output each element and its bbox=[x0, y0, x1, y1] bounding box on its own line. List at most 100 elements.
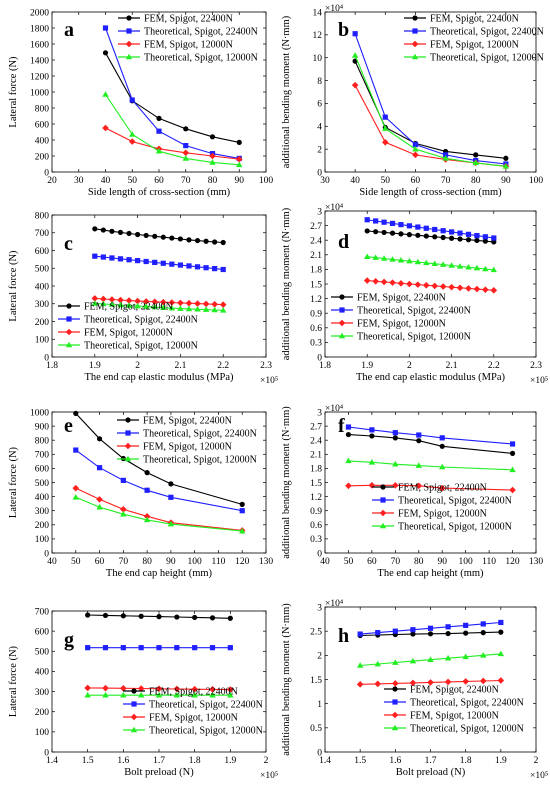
legend-marker bbox=[126, 15, 132, 21]
data-point bbox=[431, 282, 439, 290]
y-tick-label: 1800 bbox=[30, 24, 49, 34]
series-line bbox=[94, 255, 224, 271]
data-point bbox=[160, 260, 166, 266]
data-point bbox=[389, 256, 396, 262]
panel-h: 1.4 1.5 1.6 1.7 1.8 1.9 2 0 0.5 1 1.5 2 2.5 3 Bolt pre… bbox=[281, 599, 548, 781]
x-tick-label: 80 bbox=[208, 176, 218, 186]
data-point bbox=[102, 124, 109, 132]
x-tick-label: 90 bbox=[437, 557, 447, 567]
y-tick-label: 1.5 bbox=[310, 676, 322, 686]
data-point bbox=[177, 236, 183, 242]
y-axis-label: Lateral force (N) bbox=[8, 56, 19, 128]
y-tick-label: 14 bbox=[313, 8, 323, 18]
y-tick-label: 500 bbox=[35, 265, 50, 275]
y-tick-label: 200 bbox=[35, 708, 50, 718]
series-line bbox=[75, 496, 243, 532]
series-4 bbox=[351, 52, 510, 169]
data-point bbox=[497, 677, 505, 684]
y-tick-label: 0.6 bbox=[310, 324, 322, 334]
data-point bbox=[152, 259, 158, 265]
data-point bbox=[465, 237, 472, 243]
legend-marker bbox=[339, 307, 345, 313]
data-point bbox=[438, 484, 446, 492]
data-point bbox=[389, 220, 396, 227]
series-1 bbox=[352, 58, 509, 161]
y-tick-label: 2.4 bbox=[310, 237, 322, 247]
panel-c: 1.8 1.9 2 2.1 2.2 2.3 0 100 200 300 400 500 600 700 80… bbox=[8, 211, 278, 386]
y-tick-label: 1400 bbox=[30, 56, 49, 66]
data-point bbox=[144, 470, 150, 476]
series-1 bbox=[85, 612, 233, 621]
data-point bbox=[415, 462, 422, 468]
data-point bbox=[91, 295, 99, 302]
data-point bbox=[373, 229, 379, 235]
legend-marker bbox=[65, 341, 73, 348]
y-tick-label: 0 bbox=[44, 748, 49, 758]
data-point bbox=[448, 283, 455, 291]
data-point bbox=[502, 162, 510, 169]
data-point bbox=[85, 645, 91, 651]
panel-letter: a bbox=[64, 19, 74, 41]
x-tick-label: 2.1 bbox=[174, 361, 186, 371]
legend: FEM, Spigot, 22400N Theoretical, Spigot, … bbox=[118, 14, 258, 64]
x-tick-label: 70 bbox=[391, 557, 401, 567]
legend-label: Theoretical, Spigot, 12000N bbox=[84, 341, 198, 352]
data-point bbox=[498, 629, 504, 635]
y-tick-label: 3 bbox=[317, 603, 322, 613]
series-4 bbox=[91, 300, 227, 313]
series-line bbox=[367, 230, 494, 243]
x-tick-label: 1.9 bbox=[495, 756, 507, 766]
y-tick-label: 700 bbox=[35, 229, 50, 239]
data-point bbox=[440, 228, 446, 234]
y-tick-label: 8 bbox=[317, 77, 322, 87]
y-tick-label: 600 bbox=[35, 627, 50, 637]
data-point bbox=[120, 505, 127, 513]
y-tick-label: 500 bbox=[35, 479, 50, 489]
legend-label: FEM, Spigot, 12000N bbox=[430, 40, 519, 51]
data-point bbox=[480, 630, 486, 636]
series-3 bbox=[356, 677, 505, 688]
data-point bbox=[389, 279, 396, 286]
data-point bbox=[442, 152, 449, 158]
data-point bbox=[186, 263, 192, 269]
data-point bbox=[415, 224, 421, 230]
data-point bbox=[480, 621, 486, 627]
y-tick-label: 0.6 bbox=[310, 521, 322, 531]
x-tick-label: 1.5 bbox=[82, 756, 94, 766]
data-point bbox=[482, 286, 489, 293]
y-tick-label: 400 bbox=[35, 493, 50, 503]
data-point bbox=[194, 264, 201, 270]
x-tick-label: 50 bbox=[381, 176, 391, 186]
y-tick-label: 0 bbox=[317, 168, 322, 178]
x-tick-label: 50 bbox=[128, 176, 138, 186]
series-line bbox=[75, 487, 243, 531]
data-point bbox=[128, 138, 136, 145]
x-tick-label: 20 bbox=[47, 176, 57, 186]
series-line bbox=[105, 94, 240, 166]
series-2 bbox=[85, 645, 233, 651]
series-4 bbox=[356, 650, 505, 668]
data-point bbox=[137, 691, 145, 698]
data-point bbox=[156, 614, 162, 620]
data-point bbox=[125, 302, 133, 308]
data-point bbox=[84, 691, 91, 698]
data-point bbox=[415, 482, 423, 490]
data-point bbox=[212, 266, 218, 272]
legend-label: FEM, Spigot, 12000N bbox=[410, 711, 499, 722]
x-tick-label: 40 bbox=[101, 176, 111, 186]
data-point bbox=[168, 481, 174, 487]
legend-marker bbox=[379, 522, 387, 529]
data-point bbox=[156, 115, 162, 121]
y-tick-label: 10 bbox=[313, 54, 323, 64]
data-point bbox=[159, 298, 167, 306]
data-point bbox=[182, 155, 189, 161]
y-tick-label: 2.1 bbox=[310, 251, 322, 261]
data-point bbox=[169, 261, 175, 267]
y-tick-label: 900 bbox=[35, 422, 50, 432]
data-point bbox=[462, 653, 469, 660]
data-point bbox=[509, 441, 516, 447]
x-tick-label: 110 bbox=[211, 557, 225, 567]
data-point bbox=[440, 234, 446, 241]
y-tick-label: 2.7 bbox=[310, 422, 322, 432]
